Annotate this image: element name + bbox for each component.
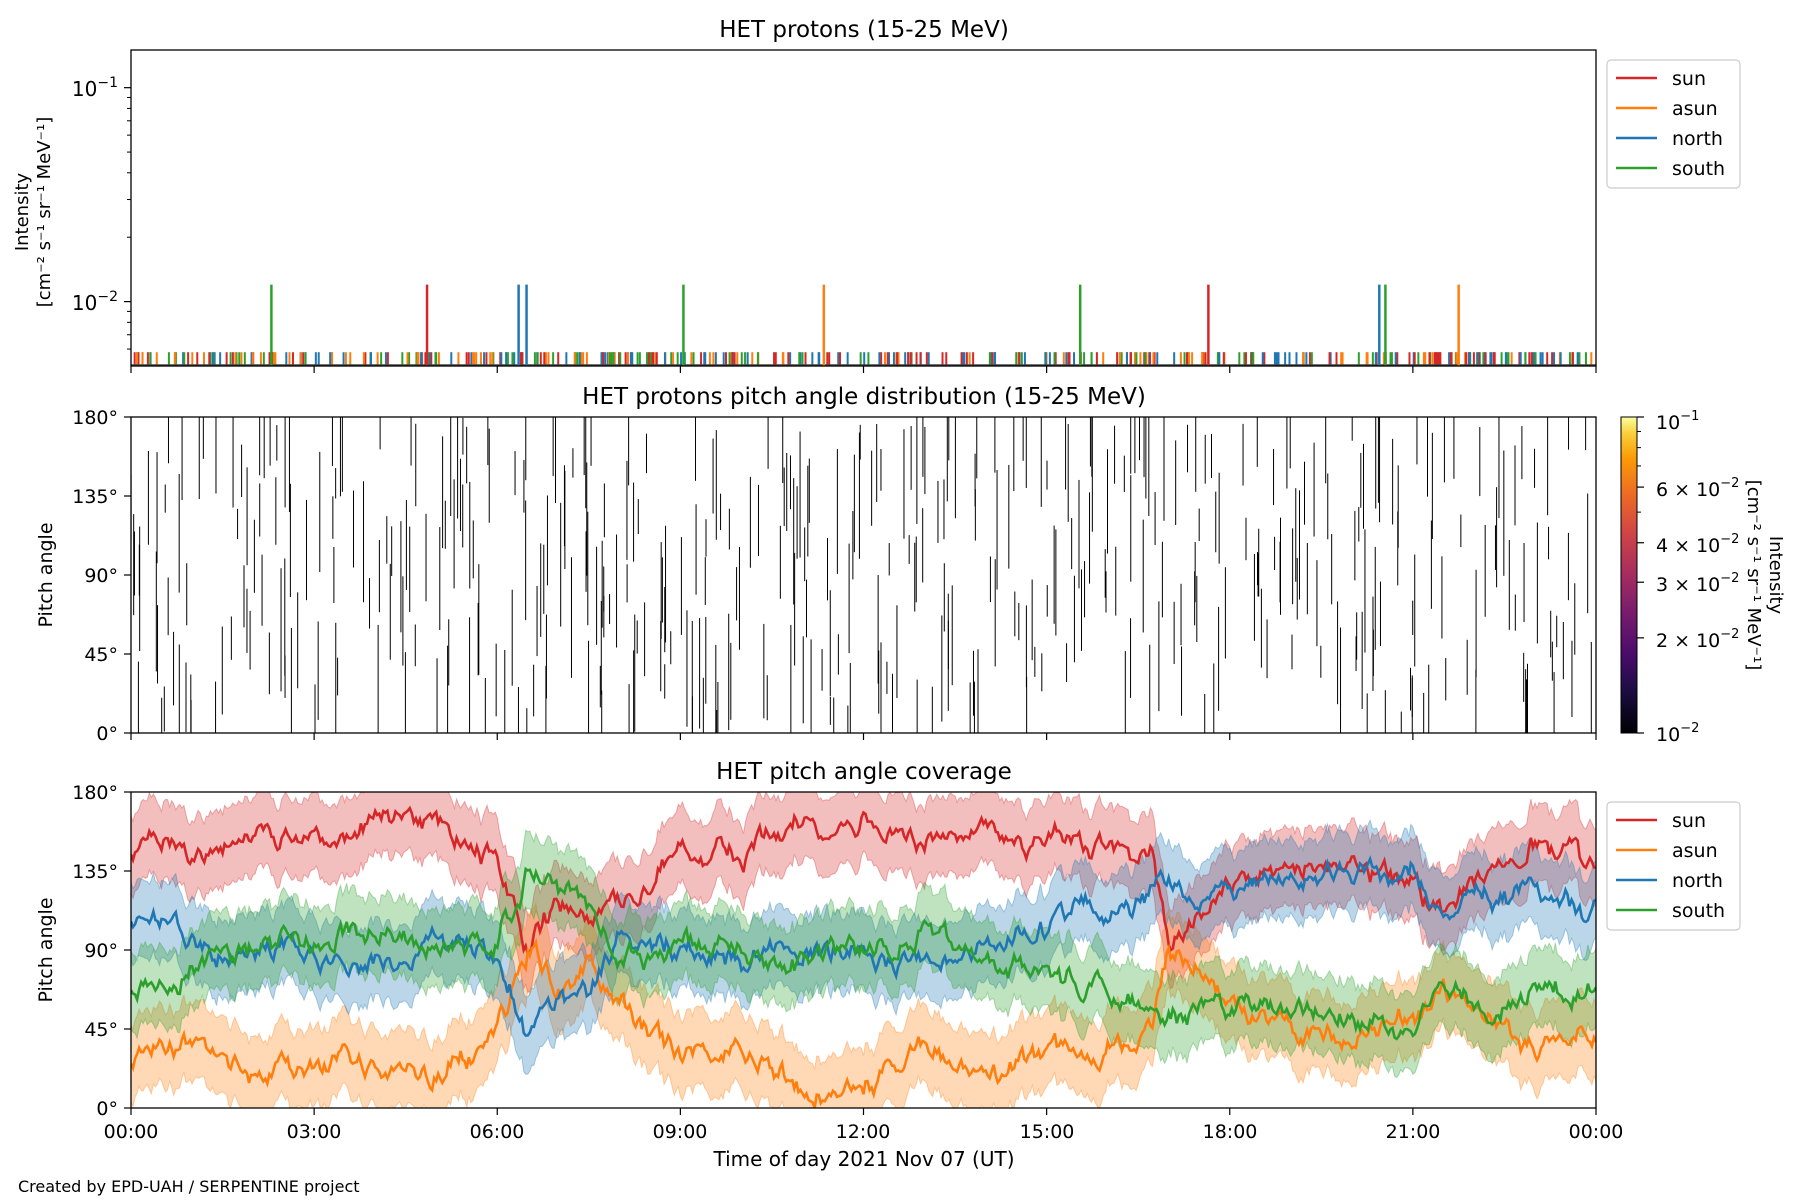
coverage-line-sun — [131, 805, 1596, 956]
colorbar-gradient — [1620, 416, 1638, 734]
panel1-title: HET protons (15-25 MeV) — [719, 17, 1009, 43]
credit-footer: Created by EPD-UAH / SERPENTINE project — [18, 1177, 360, 1196]
xtick-2400: 00:00 — [1569, 1121, 1624, 1143]
legend1-south: south — [1672, 158, 1725, 180]
colorbar-label-line2: [cm⁻² s⁻¹ sr⁻¹ MeV⁻¹] — [1743, 480, 1764, 671]
legend3-south: south — [1672, 900, 1725, 922]
xtick-0900: 09:00 — [653, 1121, 708, 1143]
panel3-plot-area — [131, 792, 1596, 1108]
panel1-ytick-2: 10−2 — [72, 289, 118, 315]
panel3-ytick-135: 135° — [72, 861, 118, 883]
panel1-legend: sun asun north south — [1606, 59, 1741, 189]
panel2-ytick-90: 90° — [84, 565, 118, 587]
panel1-y-ticks — [124, 87, 1597, 373]
xtick-2100: 21:00 — [1386, 1121, 1441, 1143]
coverage-line-north — [131, 855, 1596, 1037]
panel-pitch-coverage: HET pitch angle coverage 0° 45° 90° 135°… — [35, 759, 1741, 1171]
panel-intensity: HET protons (15-25 MeV) 10−1 10−2 Intens… — [12, 17, 1741, 373]
xtick-1800: 18:00 — [1203, 1121, 1258, 1143]
panel3-ytick-90: 90° — [84, 940, 118, 962]
panel2-ytick-0: 0° — [96, 723, 118, 745]
x-axis-label: Time of day 2021 Nov 07 (UT) — [713, 1147, 1015, 1171]
xtick-1500: 15:00 — [1020, 1121, 1075, 1143]
panel3-ytick-0: 0° — [96, 1098, 118, 1120]
panel2-ytick-180: 180° — [72, 407, 118, 429]
legend3-sun: sun — [1672, 810, 1706, 832]
xtick-0600: 06:00 — [470, 1121, 525, 1143]
colorbar: 10−1 6 × 10−2 4 × 10−2 3 × 10−2 2 × 10−2… — [1620, 409, 1786, 746]
panel3-ytick-45: 45° — [84, 1019, 118, 1041]
colorbar-tick-1e-2: 10−2 — [1656, 721, 1699, 746]
coverage-line-south — [131, 866, 1596, 1041]
panel1-ytick-1: 10−1 — [72, 75, 118, 101]
legend1-asun: asun — [1672, 98, 1718, 120]
colorbar-tick-6e-2: 6 × 10−2 — [1656, 476, 1739, 501]
panel1-ylabel-line2: [cm⁻² s⁻¹ sr⁻¹ MeV⁻¹] — [34, 117, 55, 308]
colorbar-label-line1: Intensity — [1765, 536, 1786, 615]
panel3-ylabel: Pitch angle — [35, 897, 57, 1002]
panel2-frame — [130, 416, 1597, 734]
panel3-legend: sun asun north south — [1606, 801, 1741, 931]
legend1-north: north — [1672, 128, 1723, 150]
panel2-title: HET protons pitch angle distribution (15… — [582, 384, 1146, 410]
panel2-ytick-45: 45° — [84, 644, 118, 666]
coverage-lines — [131, 805, 1596, 1108]
panel3-ytick-180: 180° — [72, 782, 118, 804]
panel1-frame — [130, 49, 1597, 367]
xtick-0000: 00:00 — [104, 1121, 159, 1143]
legend3-asun: asun — [1672, 840, 1718, 862]
panel3-title: HET pitch angle coverage — [716, 759, 1012, 785]
panel2-ylabel: Pitch angle — [35, 522, 57, 627]
legend1-sun: sun — [1672, 68, 1706, 90]
coverage-line-asun — [131, 937, 1596, 1108]
colorbar-ticks — [1637, 416, 1644, 734]
legend3-north: north — [1672, 870, 1723, 892]
xtick-0300: 03:00 — [287, 1121, 342, 1143]
panel1-plot-area — [131, 284, 1596, 366]
panel-pitch-distribution: HET protons pitch angle distribution (15… — [35, 384, 1786, 746]
colorbar-tick-2e-2: 2 × 10−2 — [1656, 627, 1739, 652]
panel2-y-ticks — [124, 416, 1597, 740]
panel3-y-ticks — [124, 791, 1597, 1115]
panel2-ytick-135: 135° — [72, 486, 118, 508]
xtick-1200: 12:00 — [836, 1121, 891, 1143]
panel2-plot-area — [130, 417, 1592, 733]
colorbar-tick-4e-2: 4 × 10−2 — [1656, 532, 1739, 557]
colorbar-tick-1e-1: 10−1 — [1656, 409, 1699, 434]
colorbar-tick-3e-2: 3 × 10−2 — [1656, 571, 1739, 596]
panel1-ylabel-line1: Intensity — [12, 172, 33, 251]
